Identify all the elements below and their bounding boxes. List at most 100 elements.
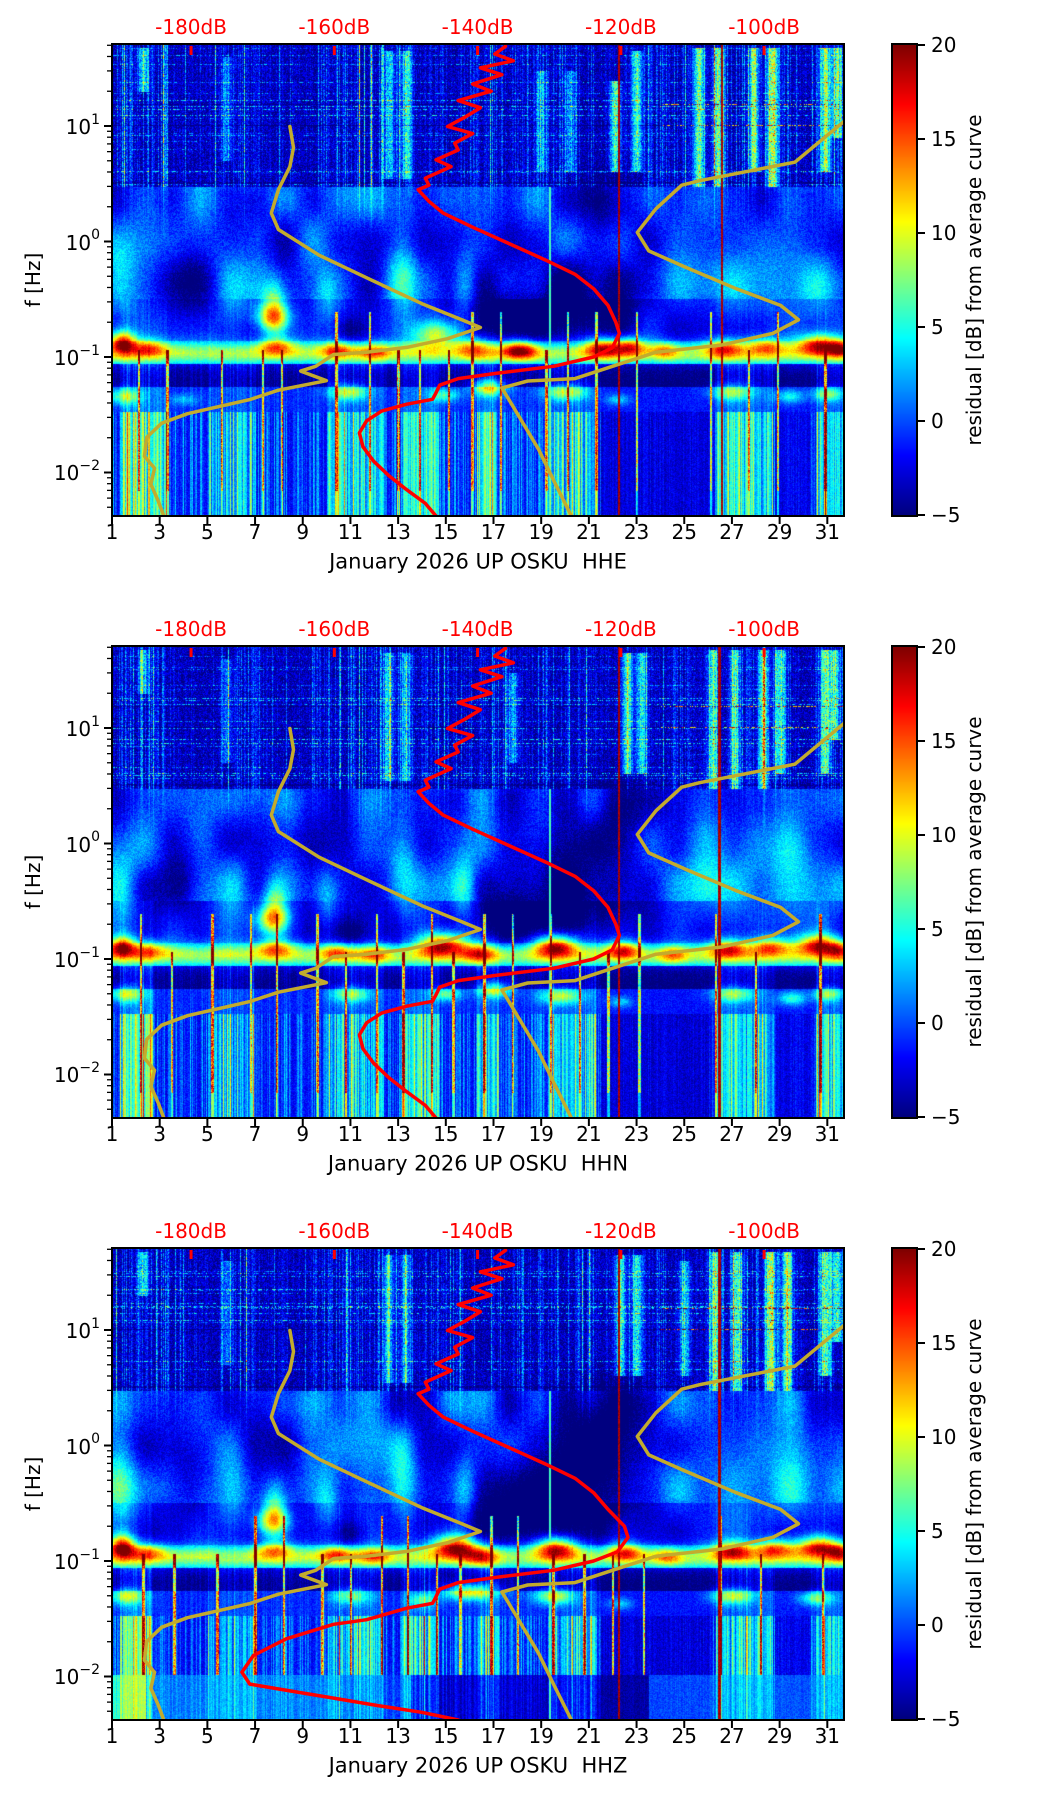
x-tick-label: 17 (480, 520, 507, 544)
x-tick-label: 11 (337, 1724, 364, 1748)
colorbar-tick-label: 0 (931, 1613, 944, 1637)
colorbar (891, 1247, 918, 1721)
colorbar-title: residual [dB] from average curve (962, 716, 986, 1048)
x-tick-label: 5 (200, 1724, 214, 1748)
spectrogram-heatmap (112, 1248, 844, 1720)
colorbar-tick-label: 10 (931, 1425, 957, 1449)
x-tick-label: 21 (576, 1724, 602, 1748)
x-tick-label: 17 (480, 1122, 507, 1146)
x-tick-label: 25 (671, 1122, 697, 1146)
x-tick-label: 7 (248, 520, 262, 544)
x-tick-label: 31 (814, 520, 841, 544)
x-tick-label: 19 (528, 520, 554, 544)
colorbar-tick-label: −5 (931, 1105, 961, 1129)
top-db-tick-label: -120dB (584, 15, 657, 39)
x-tick-label: 13 (385, 1122, 411, 1146)
colorbar-tick-label: −5 (931, 1707, 961, 1731)
colorbar-gradient (893, 1249, 916, 1719)
x-axis-title: January 2026 UP OSKU HHZ (328, 1753, 628, 1778)
x-tick-label: 27 (719, 520, 745, 544)
colorbar (891, 43, 918, 517)
x-tick-label: 1 (105, 520, 119, 544)
top-db-tick-label: -160dB (298, 1219, 371, 1243)
spectrogram-heatmap (112, 44, 844, 516)
x-tick-label: 23 (623, 1724, 650, 1748)
x-tick-label: 21 (576, 1122, 602, 1146)
top-db-tick-label: -100dB (728, 617, 800, 641)
spectrogram-heatmap (112, 646, 844, 1118)
colorbar-tick-label: 0 (931, 1011, 944, 1035)
x-tick-label: 13 (385, 1724, 411, 1748)
x-tick-label: 19 (528, 1724, 554, 1748)
top-db-tick-label: -140dB (441, 1219, 514, 1243)
x-tick-label: 29 (766, 1122, 793, 1146)
spectrogram-panel-hhz: f [Hz] -180dB -160dB -140dB -120dB -100dB 10… (0, 1204, 1052, 1806)
x-tick-label: 31 (814, 1724, 841, 1748)
top-db-tick-label: -180dB (155, 1219, 227, 1243)
colorbar-tick-label: 20 (931, 1237, 957, 1261)
x-tick-label: 27 (719, 1122, 745, 1146)
colorbar-tick-label: 20 (931, 33, 957, 57)
x-tick-label: 9 (296, 1724, 310, 1748)
x-tick-label: 21 (576, 520, 602, 544)
x-tick-label: 7 (248, 1122, 262, 1146)
y-tick-label: 10−2 (53, 1662, 100, 1690)
colorbar-tick-label: 15 (931, 127, 957, 151)
x-tick-label: 15 (433, 1724, 459, 1748)
colorbar-tick-label: 10 (931, 221, 957, 245)
x-tick-label: 25 (671, 520, 697, 544)
x-tick-label: 27 (719, 1724, 745, 1748)
colorbar (891, 645, 918, 1119)
colorbar-tick-label: 10 (931, 823, 957, 847)
x-tick-label: 15 (433, 520, 459, 544)
top-db-tick-label: -180dB (155, 15, 227, 39)
x-tick-label: 23 (623, 1122, 650, 1146)
x-tick-label: 13 (385, 520, 411, 544)
top-db-tick-label: -120dB (584, 617, 657, 641)
plot-area (112, 1248, 844, 1720)
y-axis-title: f [Hz] (21, 854, 45, 910)
top-db-tick-label: -180dB (155, 617, 227, 641)
x-tick-label: 9 (296, 520, 310, 544)
colorbar-tick-label: 5 (931, 917, 944, 941)
x-tick-label: 5 (200, 1122, 214, 1146)
x-tick-label: 15 (433, 1122, 459, 1146)
spectrogram-panel-hhe: f [Hz] -180dB -160dB -140dB -120dB -100dB 10… (0, 0, 1052, 602)
x-tick-label: 19 (528, 1122, 554, 1146)
colorbar-tick-label: 15 (931, 729, 957, 753)
y-tick-label: 100 (65, 829, 100, 857)
colorbar-tick-label: 0 (931, 409, 944, 433)
colorbar-title: residual [dB] from average curve (962, 1318, 986, 1650)
colorbar-tick-label: 20 (931, 635, 957, 659)
x-tick-label: 7 (248, 1724, 262, 1748)
top-db-tick-label: -120dB (584, 1219, 657, 1243)
y-tick-label: 10−2 (53, 1060, 100, 1088)
spectrogram-panel-hhn: f [Hz] -180dB -160dB -140dB -120dB -100dB 10… (0, 602, 1052, 1204)
top-db-tick-label: -140dB (441, 15, 514, 39)
colorbar-gradient (893, 45, 916, 515)
x-axis-title: January 2026 UP OSKU HHN (327, 1151, 629, 1176)
top-db-tick-label: -160dB (298, 15, 371, 39)
top-db-tick-label: -100dB (728, 1219, 800, 1243)
x-tick-label: 1 (105, 1122, 119, 1146)
colorbar-tick-label: 5 (931, 1519, 944, 1543)
y-tick-label: 101 (65, 714, 100, 741)
y-axis-title: f [Hz] (21, 252, 45, 308)
x-tick-label: 11 (337, 1122, 364, 1146)
x-tick-label: 31 (814, 1122, 841, 1146)
x-tick-label: 5 (200, 520, 214, 544)
plot-area (112, 646, 844, 1118)
colorbar-title: residual [dB] from average curve (962, 114, 986, 446)
x-tick-label: 23 (623, 520, 650, 544)
x-tick-label: 3 (153, 520, 167, 544)
colorbar-gradient (893, 647, 916, 1117)
colorbar-tick-label: 15 (931, 1331, 957, 1355)
y-tick-label: 10−1 (53, 945, 100, 972)
x-tick-label: 29 (766, 520, 793, 544)
top-db-tick-label: -160dB (298, 617, 371, 641)
x-tick-label: 11 (337, 520, 364, 544)
x-tick-label: 17 (480, 1724, 507, 1748)
y-tick-label: 100 (65, 1431, 100, 1459)
y-tick-label: 100 (65, 227, 100, 255)
